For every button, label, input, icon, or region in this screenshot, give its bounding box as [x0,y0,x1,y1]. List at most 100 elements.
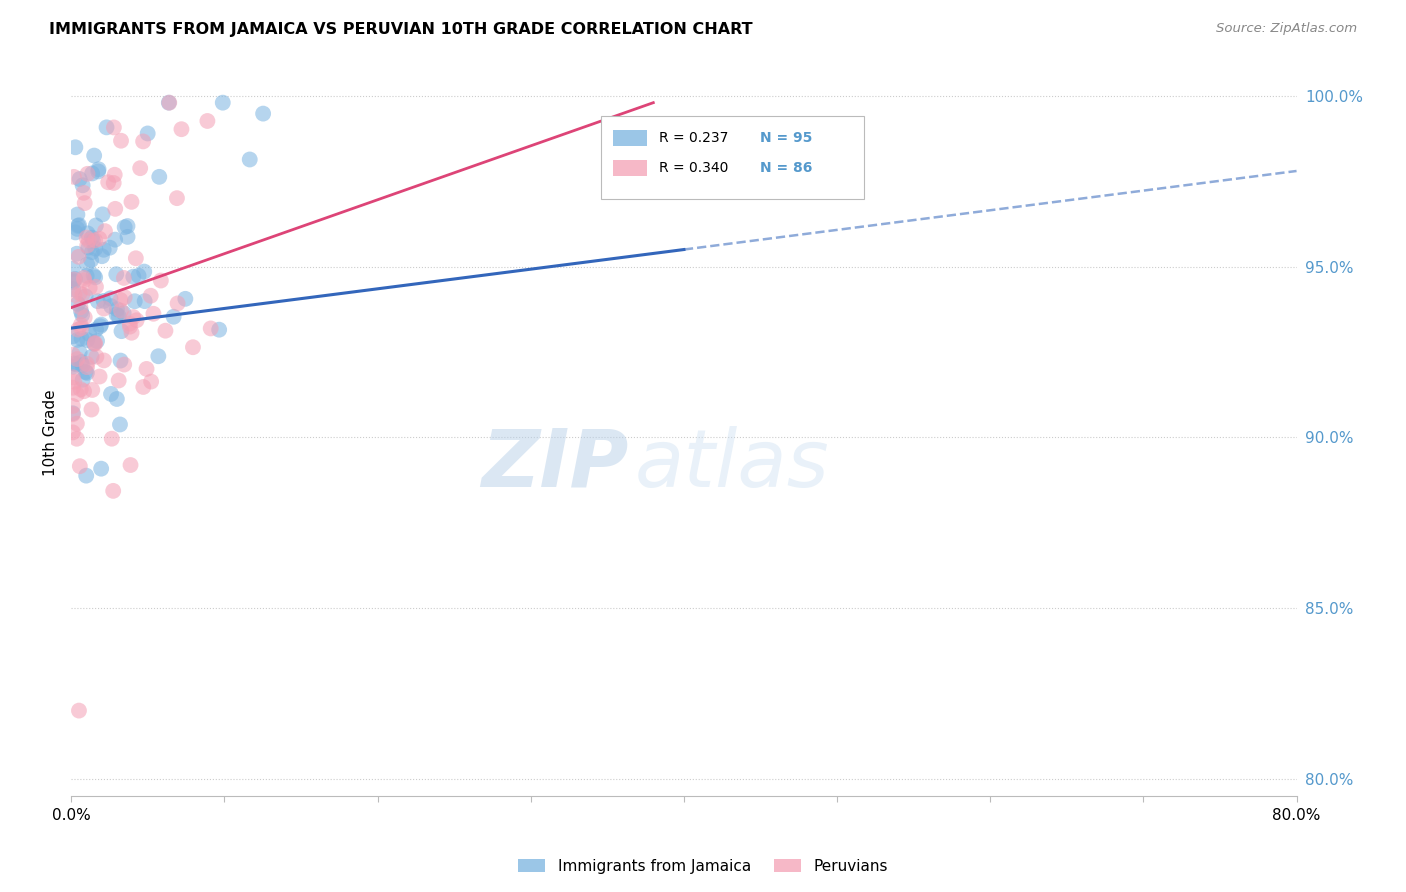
Legend: Immigrants from Jamaica, Peruvians: Immigrants from Jamaica, Peruvians [512,853,894,880]
Point [72,373,94,387]
Point [66,296,89,310]
Point [142,307,165,321]
Point [83,336,105,351]
Point [121,194,143,209]
Point [93,301,115,316]
Point [136,127,159,141]
Point [83,148,105,162]
Point [63,169,86,184]
Point [91,249,114,263]
Point [118,319,141,334]
Point [80,245,103,260]
Point [132,135,155,149]
Point [170,122,193,136]
Point [110,324,132,338]
Point [70,332,93,346]
Point [70,308,93,322]
Point [76,360,98,375]
Point [76,167,98,181]
Text: IMMIGRANTS FROM JAMAICA VS PERUVIAN 10TH GRADE CORRELATION CHART: IMMIGRANTS FROM JAMAICA VS PERUVIAN 10TH… [49,22,752,37]
Point [162,310,184,324]
Point [84,233,107,247]
Point [69,172,91,186]
Point [62,359,84,374]
Point [67,250,90,264]
Point [110,134,132,148]
Point [149,273,172,287]
Point [70,321,93,335]
Point [62,329,84,343]
Text: Source: ZipAtlas.com: Source: ZipAtlas.com [1216,22,1357,36]
Point [93,293,115,308]
Point [107,310,129,324]
Point [66,333,89,347]
Point [62,282,84,296]
Point [139,289,162,303]
Point [84,337,107,351]
Point [84,280,107,294]
Point [134,264,156,278]
Point [80,230,103,244]
Point [69,459,91,474]
Point [66,387,89,401]
Point [128,268,150,283]
Point [110,353,132,368]
Point [98,241,121,255]
Point [105,308,128,322]
Point [166,296,188,310]
Point [110,303,132,318]
Point [69,318,91,332]
Point [73,196,96,211]
Point [181,340,204,354]
Point [76,227,98,241]
Point [252,106,274,120]
Point [75,365,97,379]
Point [80,402,103,417]
Point [118,317,141,331]
Point [97,175,120,189]
Point [87,162,110,177]
Point [107,374,129,388]
Point [124,294,146,309]
Point [104,202,127,216]
Point [93,353,115,368]
Point [89,369,111,384]
Point [114,290,136,304]
Point [117,219,139,233]
Point [63,375,86,389]
Point [76,333,98,347]
Point [104,233,127,247]
Point [70,355,93,369]
Text: N = 95: N = 95 [759,130,813,145]
Point [112,306,135,320]
Point [63,272,86,286]
Point [129,161,152,176]
Point [62,261,84,276]
Point [80,350,103,364]
Point [62,348,84,362]
Point [76,357,98,371]
Point [77,241,100,255]
Point [112,358,135,372]
Point [120,458,142,472]
Point [166,191,188,205]
Text: N = 86: N = 86 [759,161,813,175]
Point [174,292,197,306]
Point [62,273,84,287]
Point [62,406,84,420]
Text: R = 0.237: R = 0.237 [659,130,728,145]
Point [110,293,132,307]
Point [62,407,84,421]
Point [96,120,118,135]
Point [63,356,86,370]
Point [200,321,222,335]
Point [86,334,108,348]
Point [76,268,98,283]
Point [91,207,114,221]
Point [105,302,128,317]
Point [208,323,231,337]
Point [239,153,262,167]
Point [135,362,157,376]
Point [73,273,96,287]
Bar [613,161,647,177]
